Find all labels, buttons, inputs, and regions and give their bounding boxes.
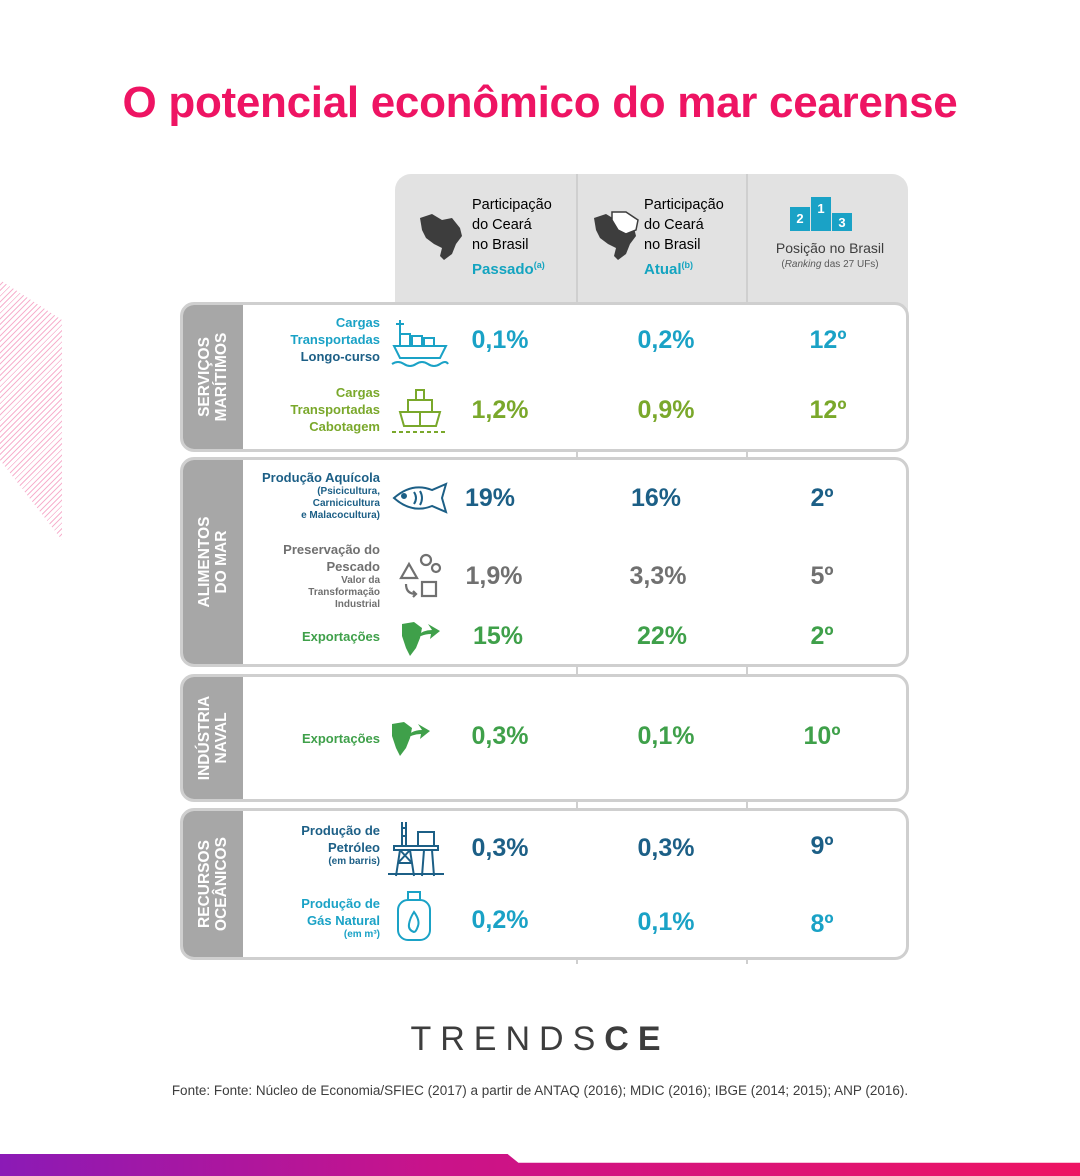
export-arrow-icon — [402, 622, 440, 656]
bottom-gradient-bar — [0, 1154, 1080, 1176]
row-label-exportacoes: Exportações — [301, 731, 380, 746]
value-atual: 0,1% — [637, 908, 695, 936]
group-sidebar: RECURSOS OCEÂNICOS — [183, 811, 243, 957]
gas-cylinder-icon — [397, 891, 431, 941]
group-label: RECURSOS OCEÂNICOS — [196, 837, 230, 931]
page-title: O potencial econômico do mar cearense — [122, 78, 958, 127]
value-posicao: 12º — [809, 326, 847, 354]
oil-platform-icon — [388, 822, 444, 877]
fish-icon — [392, 482, 448, 514]
value-passado: 0,2% — [471, 906, 529, 934]
value-atual: 22% — [636, 622, 688, 650]
value-posicao: 9º — [810, 832, 834, 860]
value-passado: 0,1% — [471, 326, 529, 354]
value-atual: 0,2% — [637, 326, 695, 354]
row-label-longo-curso: Cargas Transportadas Longo-curso — [290, 315, 380, 364]
value-passado: 0,3% — [471, 722, 529, 750]
row-label-preservacao: Preservação do Pescado Valor da Transfor… — [283, 542, 380, 610]
group-alimentos-do-mar: ALIMENTOS DO MAR — [180, 457, 909, 667]
value-atual: 0,1% — [637, 722, 695, 750]
group-sidebar: SERVIÇOS MARÍTIMOS — [183, 305, 243, 449]
value-passado: 19% — [464, 484, 516, 512]
value-atual: 0,9% — [637, 396, 695, 424]
gears-shapes-icon — [399, 553, 442, 598]
value-atual: 0,3% — [637, 834, 695, 862]
group-label: INDÚSTRIA NAVAL — [196, 695, 230, 781]
trendsce-logo: TRENDSCE — [410, 1020, 670, 1058]
row-label-gas-natural: Produção de Gás Natural (em m³) — [301, 896, 380, 940]
value-passado: 1,9% — [465, 562, 523, 590]
svg-text:2: 2 — [796, 211, 803, 226]
table-header — [395, 174, 908, 310]
value-atual: 3,3% — [629, 562, 687, 590]
header-col-atual: Participação do Ceará no Brasil Atual(b) — [644, 197, 724, 278]
decorative-stripes — [0, 280, 62, 540]
value-posicao: 2º — [810, 484, 834, 512]
group-recursos-oceanicos: RECURSOS OCEÂNICOS — [180, 808, 909, 960]
value-atual: 16% — [630, 484, 682, 512]
group-sidebar: INDÚSTRIA NAVAL — [183, 677, 243, 799]
row-label-cabotagem: Cargas Transportadas Cabotagem — [290, 385, 380, 434]
group-sidebar: ALIMENTOS DO MAR — [183, 460, 243, 664]
value-posicao: 12º — [809, 396, 847, 424]
export-arrow-icon — [392, 722, 430, 756]
group-label: SERVIÇOS MARÍTIMOS — [196, 332, 230, 422]
header-col-posicao: Posição no Brasil — [775, 240, 885, 256]
group-label: ALIMENTOS DO MAR — [196, 516, 230, 608]
podium-icon: 2 1 3 — [790, 197, 852, 231]
header-col-posicao-sub: (Ranking das 27 UFs) — [781, 259, 879, 270]
brazil-map-icon — [420, 214, 462, 260]
value-posicao: 2º — [810, 622, 834, 650]
value-passado: 0,3% — [471, 834, 529, 862]
ceara-map-icon — [594, 211, 639, 260]
row-label-petroleo: Produção de Petróleo (em barris) — [301, 823, 380, 867]
svg-text:1: 1 — [817, 201, 824, 216]
header-col-passado: Participação do Ceará no Brasil Passado(… — [472, 197, 552, 278]
value-posicao: 8º — [810, 910, 834, 938]
source-note: Fonte: Fonte: Núcleo de Economia/SFIEC (… — [171, 1083, 909, 1098]
group-servicos-maritimos: SERVIÇOS MARÍTIMOS — [180, 302, 909, 452]
value-passado: 1,2% — [471, 396, 529, 424]
value-posicao: 5º — [810, 562, 834, 590]
value-passado: 15% — [472, 622, 524, 650]
row-label-exportacoes: Exportações — [301, 629, 380, 644]
cargo-ship-icon — [391, 320, 449, 367]
group-industria-naval: INDÚSTRIA NAVAL — [180, 674, 909, 802]
value-posicao: 10º — [803, 722, 841, 750]
svg-text:3: 3 — [838, 215, 845, 230]
row-label-producao-aquicola: Produção Aquícola (Psicicultura, Carnici… — [262, 470, 380, 521]
coastal-ship-icon — [392, 389, 448, 433]
